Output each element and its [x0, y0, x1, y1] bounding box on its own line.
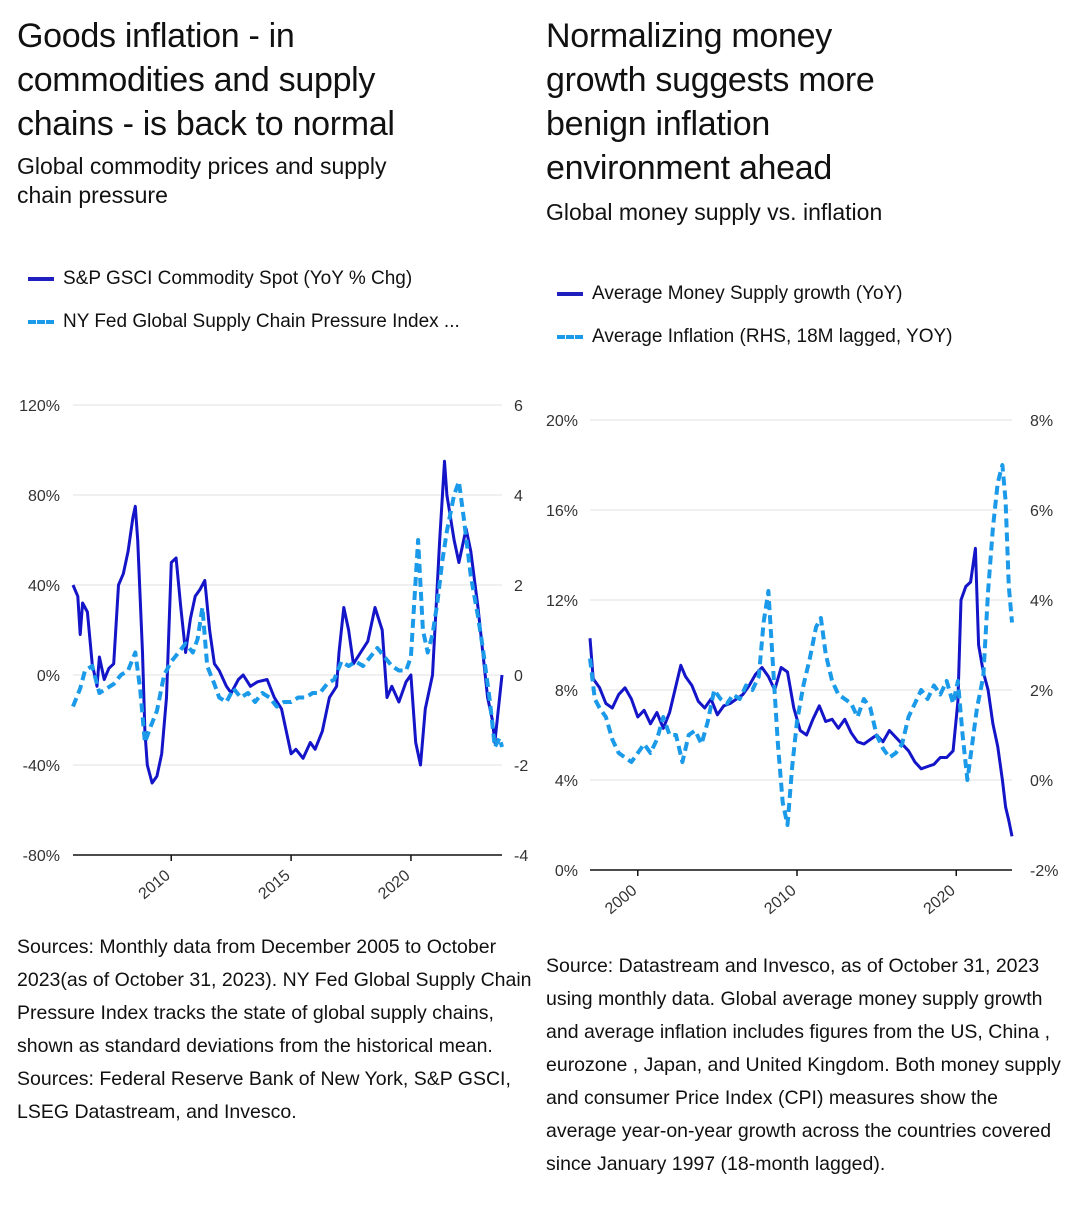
y-left-tick-label: 12%: [546, 593, 578, 610]
y-left-tick-label: 20%: [546, 413, 578, 430]
series-line-dashed: [71, 479, 504, 749]
y-left-tick-label: 16%: [546, 503, 578, 520]
y-right-tick-label: 0%: [1030, 773, 1053, 790]
y-left-tick-label: 80%: [28, 488, 60, 505]
y-left-tick-label: 120%: [19, 398, 60, 415]
y-right-tick-label: 2%: [1030, 683, 1053, 700]
y-left-tick-label: 4%: [555, 773, 578, 790]
y-right-tick-label: 8%: [1030, 413, 1053, 430]
y-right-tick-label: -2%: [1030, 863, 1058, 880]
y-right-tick-label: 4%: [1030, 593, 1053, 610]
right-subtitle: Global money supply vs. inflation: [546, 199, 883, 225]
y-left-tick-label: 0%: [555, 863, 578, 880]
left-subtitle-line: chain pressure: [17, 182, 168, 208]
legend-label: NY Fed Global Supply Chain Pressure Inde…: [63, 310, 460, 332]
left-subtitle-line: Global commodity prices and supply: [17, 153, 387, 179]
legend-label: S&P GSCI Commodity Spot (YoY % Chg): [63, 267, 413, 289]
y-right-tick-label: -4: [514, 848, 528, 865]
left-source-note: Sources: Monthly data from December 2005…: [17, 936, 532, 1123]
dashed-line-swatch-icon: [557, 334, 583, 339]
left-title-line: commodities and supply: [17, 61, 376, 99]
y-left-tick-label: -80%: [23, 848, 60, 865]
series-line-solid: [588, 546, 1014, 837]
legend-item-money-supply: Average Money Supply growth (YoY): [557, 272, 953, 315]
y-right-tick-label: 4: [514, 488, 523, 505]
right-source-note: Source: Datastream and Invesco, as of Oc…: [546, 955, 1061, 1175]
dashed-line-swatch-icon: [28, 319, 54, 324]
y-right-tick-label: -2: [514, 758, 528, 775]
right-title-line: environment ahead: [546, 149, 832, 187]
legend-label: Average Inflation (RHS, 18M lagged, YOY): [592, 325, 953, 347]
y-right-tick-label: 2: [514, 578, 523, 595]
legend-item-gscpi: NY Fed Global Supply Chain Pressure Inde…: [28, 300, 460, 343]
left-title-line: Goods inflation - in: [17, 17, 295, 55]
right-title-line: Normalizing money: [546, 17, 832, 55]
y-left-tick-label: 0%: [37, 668, 60, 685]
legend-label: Average Money Supply growth (YoY): [592, 282, 903, 304]
right-title: Normalizing money growth suggests more b…: [546, 14, 1066, 190]
right-title-line: benign inflation: [546, 105, 770, 143]
y-right-tick-label: 0: [514, 668, 523, 685]
right-title-line: growth suggests more: [546, 61, 875, 99]
x-tick-label: 2000: [602, 882, 640, 918]
series-line-dashed: [588, 463, 1014, 827]
left-legend: S&P GSCI Commodity Spot (YoY % Chg) NY F…: [28, 257, 460, 343]
right-legend: Average Money Supply growth (YoY) Averag…: [557, 272, 953, 358]
legend-item-inflation: Average Inflation (RHS, 18M lagged, YOY): [557, 315, 953, 358]
right-panel: Normalizing money growth suggests more b…: [546, 0, 1066, 227]
y-right-tick-label: 6%: [1030, 503, 1053, 520]
y-left-tick-label: 8%: [555, 683, 578, 700]
y-left-tick-label: -40%: [23, 758, 60, 775]
left-subtitle: Global commodity prices and supply chain…: [17, 152, 537, 210]
solid-line-swatch-icon: [28, 276, 54, 281]
x-tick-label: 2020: [921, 882, 959, 918]
left-panel: Goods inflation - in commodities and sup…: [17, 0, 537, 210]
x-tick-label: 2010: [761, 882, 799, 918]
left-title-line: chains - is back to normal: [17, 105, 395, 143]
solid-line-swatch-icon: [557, 291, 583, 296]
left-title: Goods inflation - in commodities and sup…: [17, 14, 537, 146]
y-left-tick-label: 40%: [28, 578, 60, 595]
y-right-tick-label: 6: [514, 398, 523, 415]
legend-item-gsci: S&P GSCI Commodity Spot (YoY % Chg): [28, 257, 460, 300]
